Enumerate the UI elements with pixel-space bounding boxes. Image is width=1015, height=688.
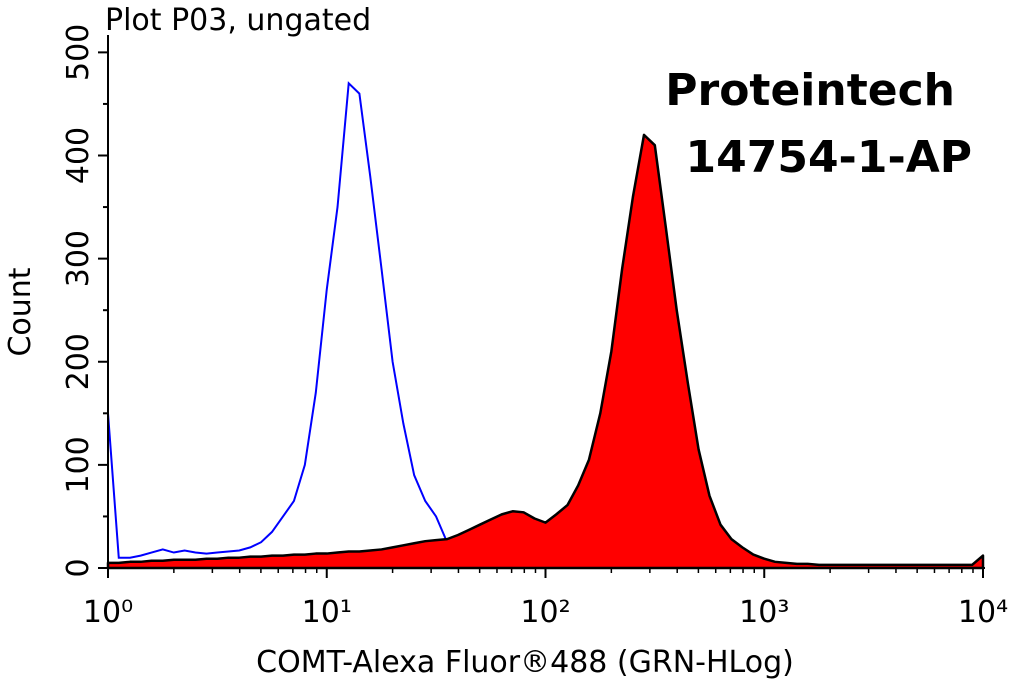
y-tick-label: 0: [61, 558, 96, 577]
x-axis-label: COMT-Alexa Fluor®488 (GRN-HLog): [256, 645, 794, 680]
y-tick-label: 100: [61, 436, 96, 493]
x-tick-label: 10⁴: [958, 595, 1008, 630]
histogram-area: [106, 133, 985, 570]
x-tick-label: 10³: [739, 595, 789, 630]
x-tick-label: 10⁰: [83, 595, 133, 630]
y-tick-label: 500: [61, 24, 96, 81]
chart-title: Plot P03, ungated: [105, 3, 371, 38]
x-tick-label: 10¹: [302, 595, 352, 630]
y-tick-label: 300: [61, 230, 96, 287]
y-tick-label: 400: [61, 127, 96, 184]
y-axis-label: Count: [3, 267, 38, 356]
x-tick-label: 10²: [520, 595, 570, 630]
annotation: Proteintech: [665, 65, 955, 116]
y-tick-label: 200: [61, 333, 96, 390]
annotation: 14754-1-AP: [685, 132, 972, 183]
